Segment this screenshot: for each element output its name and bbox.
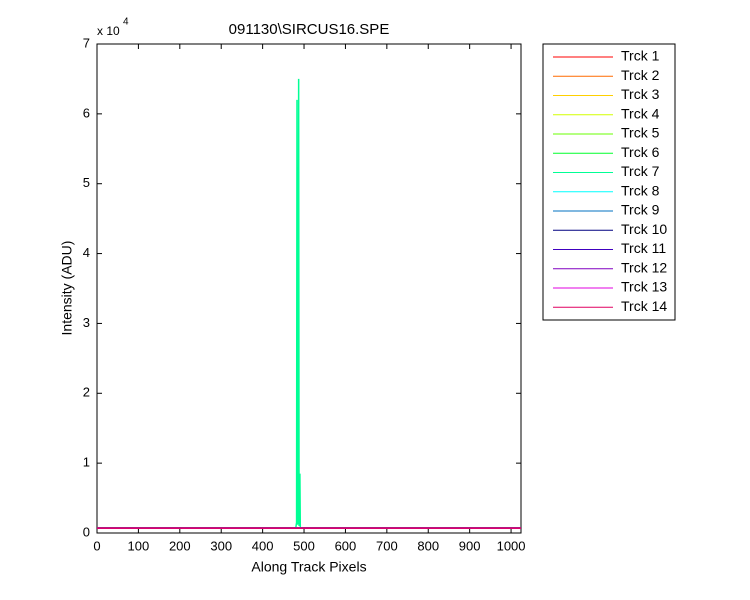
- x-tick-label: 400: [252, 538, 274, 553]
- y-tick-label: 3: [83, 315, 90, 330]
- x-tick-label: 600: [335, 538, 357, 553]
- y-tick-label: 1: [83, 455, 90, 470]
- x-tick-label: 800: [417, 538, 439, 553]
- legend-label: Trck 5: [621, 125, 660, 141]
- legend-label: Trck 7: [621, 163, 660, 179]
- x-axis-label: Along Track Pixels: [251, 559, 366, 575]
- x-tick-label: 900: [459, 538, 481, 553]
- y-axis-label: Intensity (ADU): [59, 241, 75, 336]
- legend-label: Trck 14: [621, 298, 667, 314]
- legend-label: Trck 1: [621, 48, 660, 64]
- y-tick-label: 5: [83, 175, 90, 190]
- y-tick-label: 4: [83, 245, 90, 260]
- legend-box: [542, 43, 676, 321]
- y-tick-label: 2: [83, 385, 90, 400]
- legend-label: Trck 6: [621, 144, 660, 160]
- x-tick-label: 200: [169, 538, 191, 553]
- x-tick-label: 500: [293, 538, 315, 553]
- y-tick-label: 7: [83, 35, 90, 50]
- legend-label: Trck 2: [621, 67, 660, 83]
- legend-label: Trck 9: [621, 202, 660, 218]
- x-tick-label: 700: [376, 538, 398, 553]
- x-tick-label: 300: [210, 538, 232, 553]
- axes-box: [96, 43, 522, 534]
- legend-label: Trck 11: [621, 240, 666, 256]
- y-multiplier-exponent: 4: [123, 17, 129, 28]
- legend-label: Trck 8: [621, 182, 660, 198]
- legend-label: Trck 4: [621, 105, 660, 121]
- legend-label: Trck 12: [621, 259, 667, 275]
- y-tick-label: 6: [83, 105, 90, 120]
- x-tick-label: 0: [93, 538, 100, 553]
- x-tick-label: 1000: [497, 538, 526, 553]
- legend-label: Trck 13: [621, 279, 667, 295]
- y-multiplier: x 10: [97, 24, 120, 38]
- chart-title: 091130\SIRCUS16.SPE: [229, 21, 390, 38]
- legend-label: Trck 3: [621, 86, 660, 102]
- y-tick-label: 0: [83, 524, 90, 539]
- x-tick-label: 100: [128, 538, 150, 553]
- legend-label: Trck 10: [621, 221, 667, 237]
